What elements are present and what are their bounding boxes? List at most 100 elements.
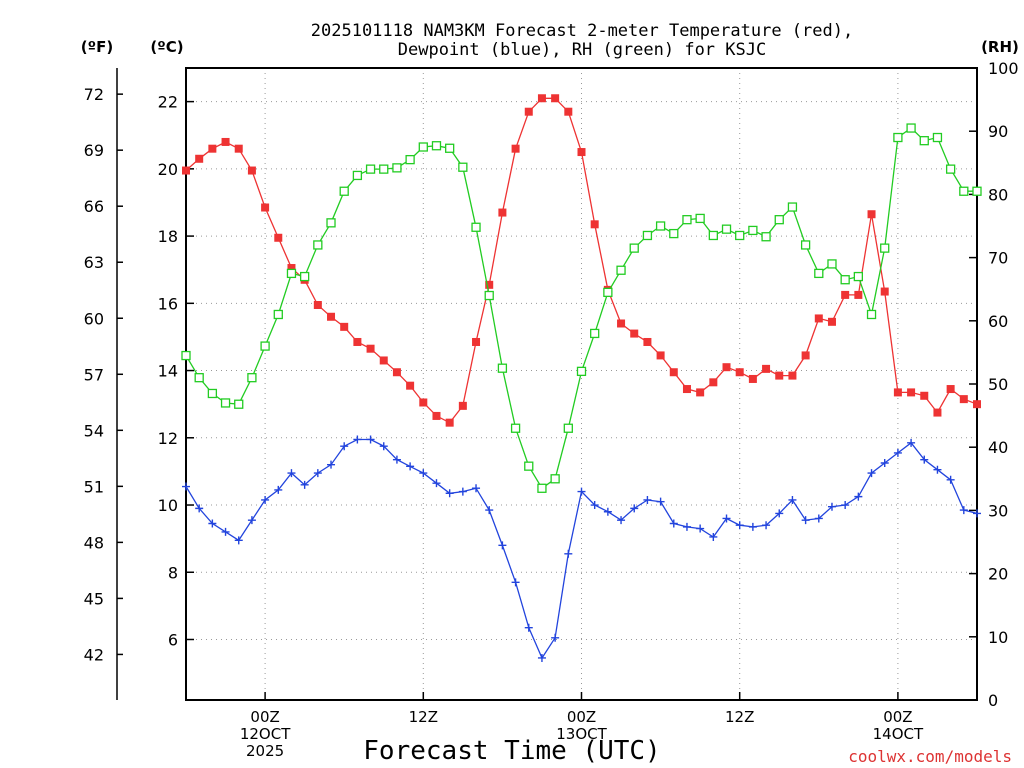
rh-point [932,132,943,143]
x-tick-label: 2025 [246,742,284,760]
dewpoint-point [696,524,705,533]
rh-point [761,232,771,242]
fahrenheit-tick-label: 66 [84,197,104,216]
2-meter-temperature-point [498,208,507,217]
rh-point [853,271,863,282]
rh-point [234,399,244,409]
dewpoint-point [643,495,652,504]
rh-point [840,275,850,285]
2-meter-temperature-point [406,381,415,390]
rh-point [880,243,890,253]
credit-text: coolwx.com/models [848,747,1012,766]
dewpoint-point [498,541,507,550]
rh-point [365,164,376,174]
fahrenheit-tick-label: 63 [84,253,104,272]
dewpoint-point [234,536,243,545]
dewpoint-point [775,509,784,518]
rh-point [814,268,824,279]
2-meter-temperature-point [524,107,533,116]
rh-point [194,373,204,383]
celsius-tick-label: 18 [158,227,178,246]
dewpoint-point [432,479,441,488]
2-meter-temperature-point [274,233,283,242]
2-meter-temperature-point [827,317,836,326]
dewpoint-point [419,469,428,478]
dewpoint-point [195,504,204,513]
2-meter-temperature-point [195,154,204,163]
rh-point [708,230,718,241]
dewpoint-point [656,497,665,506]
fahrenheit-tick-label: 45 [84,589,104,608]
dewpoint-point [379,442,388,451]
dewpoint-point [907,438,916,447]
rh-point [945,164,956,174]
2-meter-temperature-point [445,418,454,427]
dewpoint-point [827,502,836,511]
x-tick-label: 12Z [725,708,754,726]
dewpoint-point [472,484,481,493]
dewpoint-point [261,495,270,504]
rh-point [893,132,903,143]
2-meter-temperature-point [801,351,810,360]
2-meter-temperature-point [340,322,349,331]
rh-tick-label: 50 [988,375,1008,394]
2-meter-temperature-point [775,371,784,380]
dewpoint-point [590,501,599,510]
2-meter-temperature-point [234,144,243,153]
rh-point [392,163,402,173]
dewpoint-point [682,522,691,531]
fahrenheit-tick-label: 42 [84,645,104,664]
rh-point [576,366,587,377]
dewpoint-point [709,532,718,541]
dewpoint-point [458,487,467,496]
rh-point [484,290,494,301]
grid-lines [186,68,977,700]
2-meter-temperature-point [907,388,916,397]
2-meter-temperature-point [920,391,929,400]
2-meter-temperature-point [327,312,336,321]
fahrenheit-tick-label: 57 [84,365,104,384]
2-meter-temperature-point [959,395,968,404]
rh-point [787,202,798,212]
rh-point [471,222,481,232]
rh-point [497,363,508,373]
2-meter-temperature-point [617,319,626,328]
fahrenheit-tick-label: 60 [84,309,104,328]
2-meter-temperature-point [379,356,388,365]
rh-point [603,287,613,298]
rh-point [524,461,534,471]
celsius-tick-label: 16 [158,294,178,313]
2-meter-temperature-point [867,210,876,219]
rh-point [616,265,626,275]
2-meter-temperature-point [946,385,955,394]
2-meter-temperature-point [353,337,362,346]
rh-point [774,215,784,225]
rh-tick-label: 40 [988,438,1008,457]
rh-tick-label: 90 [988,122,1008,141]
dewpoint-point [669,519,678,528]
rh-tick-label: 70 [988,249,1008,268]
celsius-tick-label: 14 [158,362,178,381]
2-meter-temperature-point [287,264,296,273]
dewpoint-point [313,469,322,478]
rh-axis-unit: (RH) [981,38,1019,56]
dewpoint-point [300,480,309,489]
2-meter-temperature-point [893,388,902,397]
2-meter-temperature-point [933,408,942,417]
rh-point [220,398,231,408]
x-tick-label: 13OCT [556,725,607,743]
rh-point [721,224,732,234]
rh-tick-label: 30 [988,501,1008,520]
2-meter-temperature-point [458,401,467,410]
dewpoint-series [182,435,981,662]
2-meter-temperature-point [472,337,481,346]
dewpoint-point [577,487,586,496]
dewpoint-point [814,514,823,523]
2-meter-temperature-point [709,378,718,387]
dewpoint-point [524,623,533,632]
rh-point [260,341,270,351]
2-meter-temperature-point [511,144,520,153]
x-tick-label: 14OCT [873,725,924,743]
2-meter-temperature-point [973,400,981,409]
